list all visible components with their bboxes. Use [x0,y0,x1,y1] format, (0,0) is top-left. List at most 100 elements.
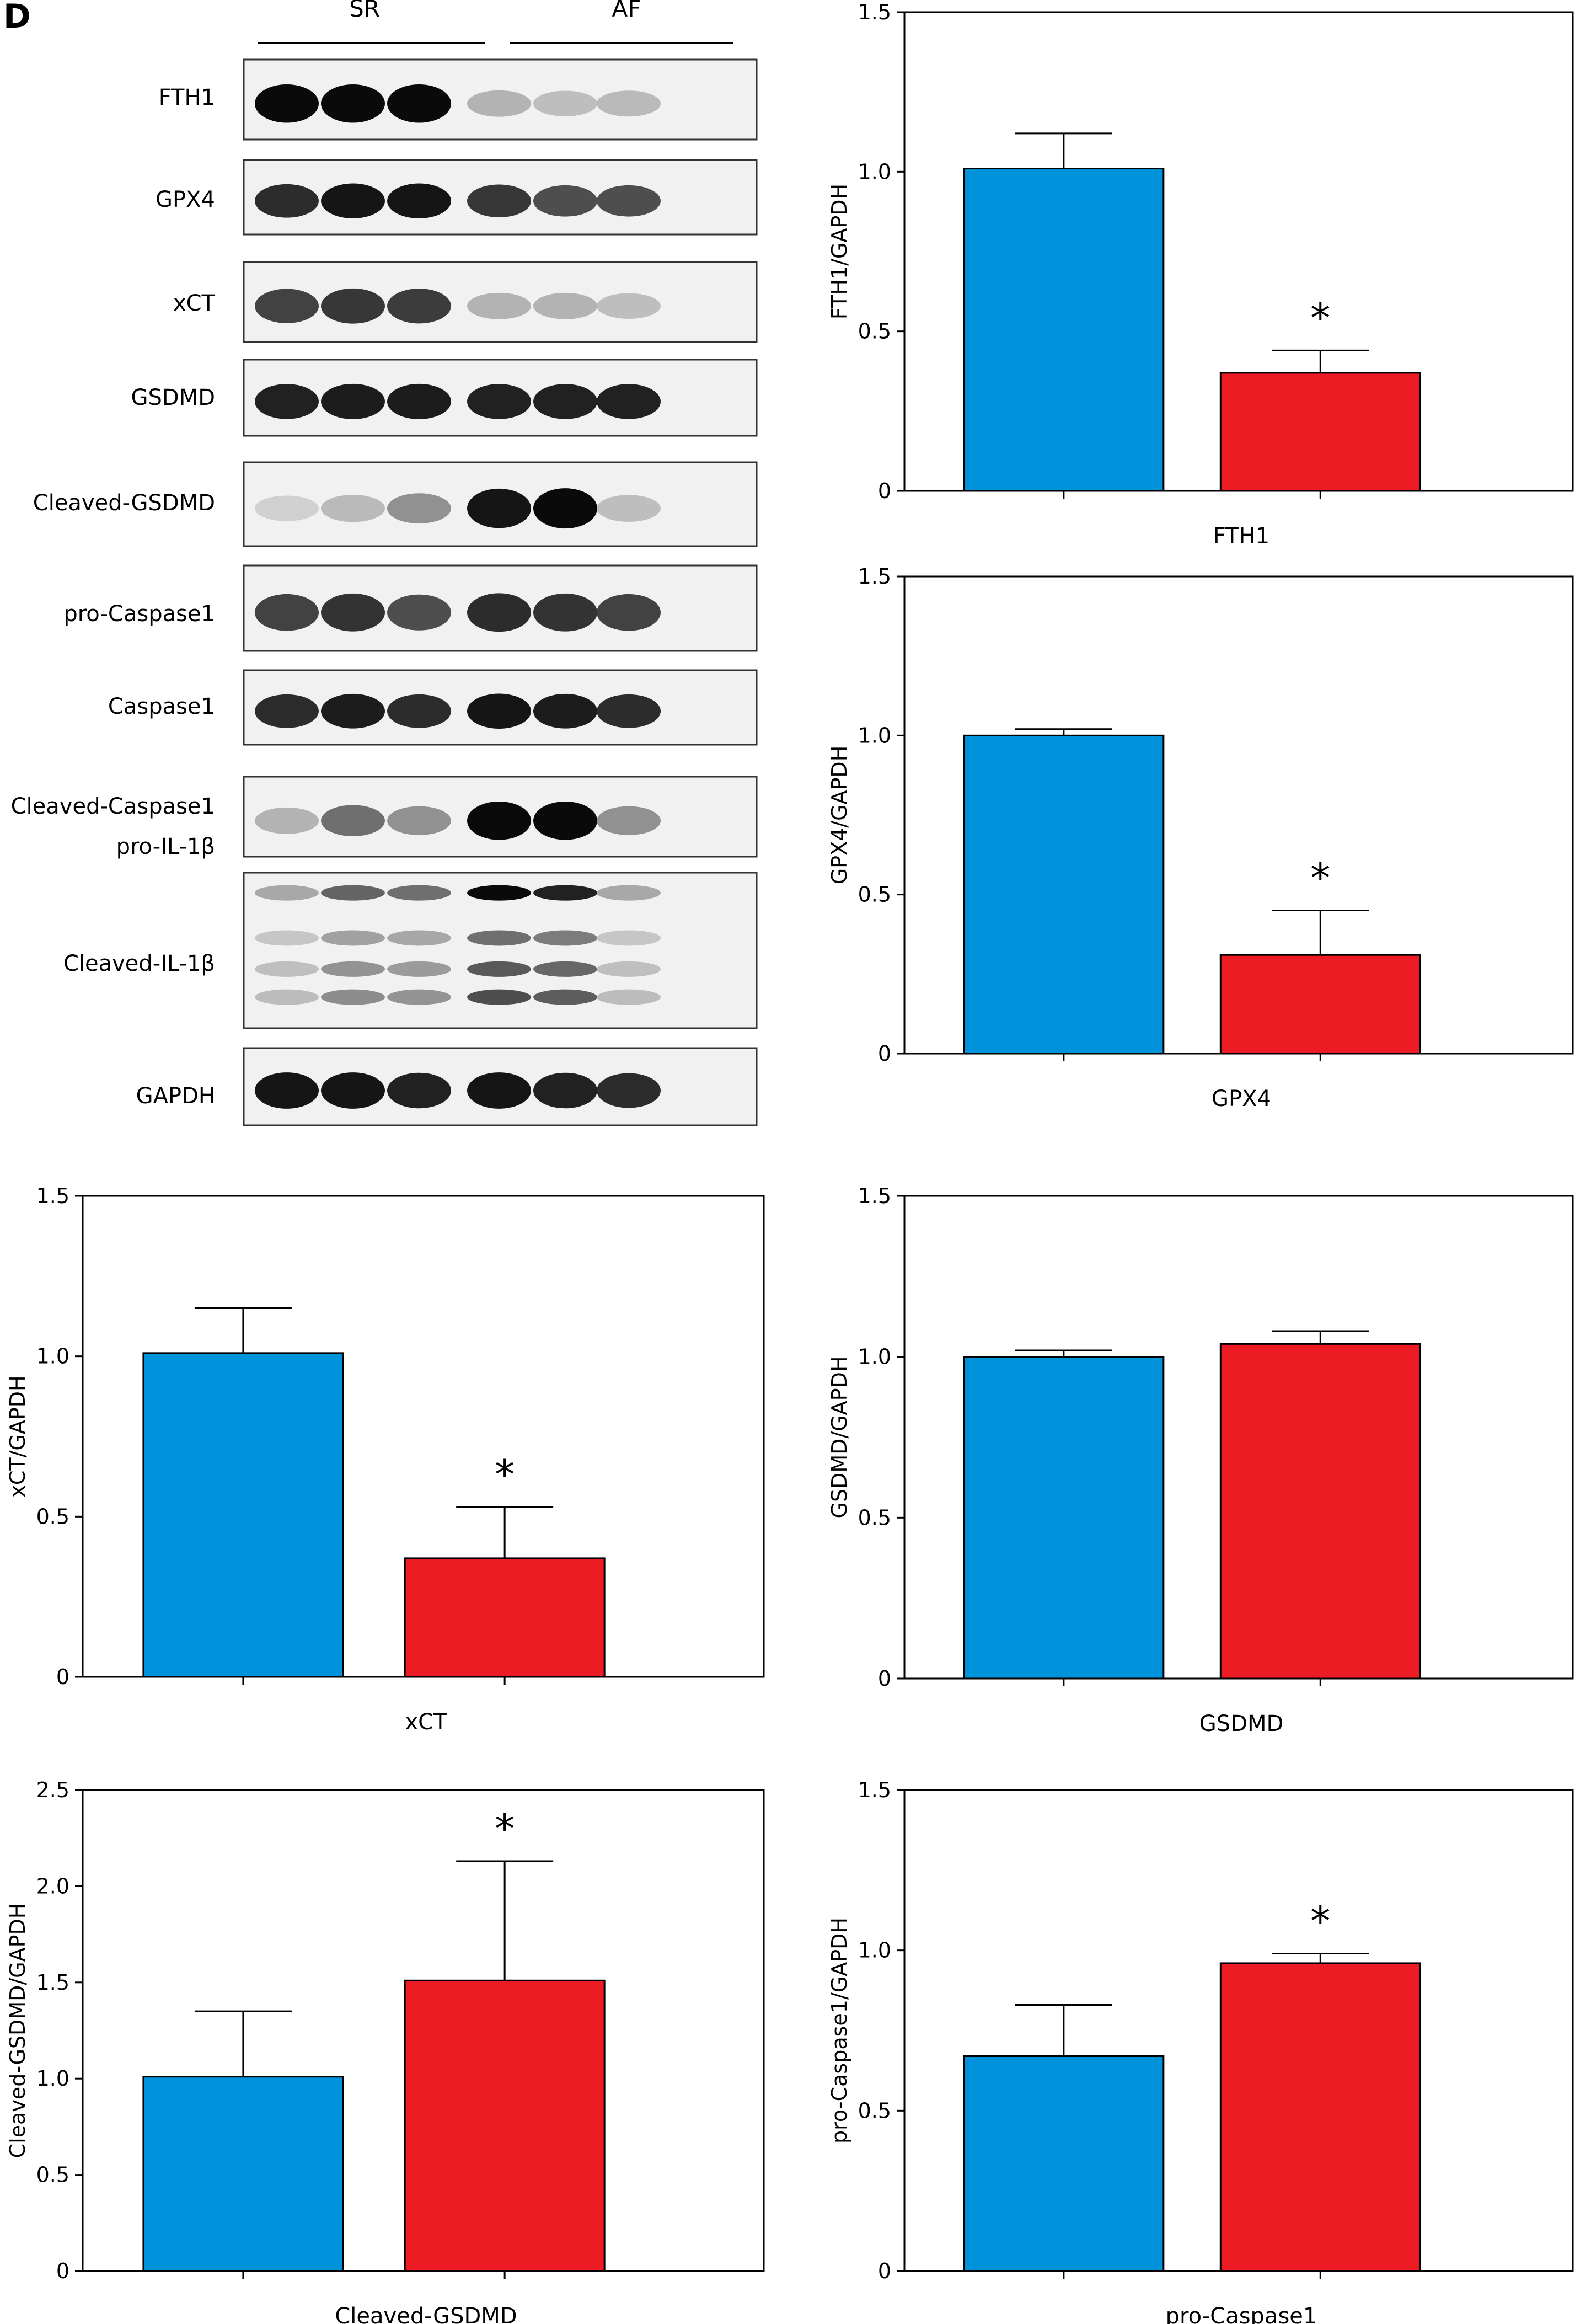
bar-sr [963,2055,1165,2272]
blot-band [597,694,661,728]
blot-band [255,184,319,218]
y-axis-label: Cleaved-GSDMD/GAPDH [6,1903,30,2159]
blot-band [321,183,385,218]
bar-af [404,1979,606,2272]
bar-af [1219,1343,1421,1680]
blot-band [597,930,661,946]
blot-band [321,961,385,977]
blot-band [387,183,451,218]
blot-band [467,961,531,977]
blot-band [255,885,319,901]
y-axis-label: FTH1/GAPDH [827,184,851,319]
blot-band [467,384,531,419]
y-tick-label: 1.0 [858,159,891,184]
blot-band [467,930,531,946]
bar-sr [963,168,1165,492]
y-tick-label: 1.5 [36,1184,69,1208]
blot-band [467,488,531,528]
blot-band [467,989,531,1005]
blot-strip [243,776,758,858]
blot-band [387,694,451,728]
y-tick-label: 0 [878,1041,891,1066]
blot-band [467,885,531,901]
blot-label-fth1: FTH1 [159,85,215,110]
blot-band [467,90,531,117]
blot-band [255,930,319,946]
y-tick-label: 1.0 [858,1938,891,1963]
y-tick-label: 0.5 [858,883,891,907]
y-tick-label: 1.0 [858,723,891,747]
y-axis-label: GSDMD/GAPDH [827,1356,851,1519]
blot-band [387,383,451,419]
blot-band [597,806,661,835]
blot-band [533,384,597,419]
blot-label-gsdmd: GSDMD [131,385,216,410]
y-tick-label: 1.5 [858,564,891,589]
blot-band [533,292,597,319]
blot-band [255,807,319,834]
blot-band [597,594,661,631]
y-tick-label: 1.5 [858,0,891,24]
blot-band [597,885,661,901]
blot-strip [243,872,758,1029]
blot-band [321,805,385,837]
bar-af [1219,1962,1421,2272]
blot-label-cleaved-caspase1: Cleaved-Caspase1 [11,794,215,819]
y-tick-label: 0.5 [858,319,891,344]
blot-label-cleaved-gsdmd: Cleaved-GSDMD [33,490,215,516]
bar-af [404,1557,606,1678]
blot-band [255,1072,319,1109]
blot-strip [243,359,758,437]
bar-sr [142,2076,344,2272]
blot-band [387,989,451,1005]
significance-star: * [1310,855,1330,901]
blot-band [321,693,385,729]
blot-band [467,1072,531,1109]
blot-label-gapdh: GAPDH [136,1083,215,1109]
panel-letter: D [3,0,31,36]
blot-band [387,289,451,324]
y-tick-label: 2.0 [36,1874,69,1898]
blot-band [255,694,319,728]
blot-band [597,185,661,217]
blot-band [321,593,385,632]
blot-band [533,961,597,977]
blot-strip [243,461,758,547]
bar-sr [963,1356,1165,1680]
x-axis-label: Cleaved-GSDMD [335,2304,517,2324]
blot-band [387,930,451,946]
y-axis-label: GPX4/GAPDH [827,746,851,885]
y-tick-label: 1.5 [36,1970,69,1995]
blot-band [533,1072,597,1109]
bar-chart-xct: 0 0.5 1.0 1.5 xCT/GAPDH xCT * [6,1184,765,1735]
x-axis-label: xCT [405,1709,447,1735]
blot-band [387,961,451,977]
blot-band [321,885,385,901]
blot-band [467,184,531,217]
x-axis-label: GSDMD [1199,1711,1284,1737]
significance-star: * [495,1451,515,1498]
blot-band [467,292,531,319]
blot-band [597,989,661,1005]
blot-band [321,989,385,1005]
blot-strip [243,564,758,652]
blot-band [387,885,451,901]
blot-strips [243,58,758,1126]
blot-label-caspase1: Caspase1 [108,694,215,719]
y-tick-label: 1.0 [36,1344,69,1369]
blot-band [533,930,597,946]
y-tick-label: 0.5 [36,2163,69,2187]
blot-band [321,930,385,946]
significance-star: * [495,1805,515,1852]
western-blot: SR AF FTH1 GPX4 xCT GSDMD Cleaved-GSDMD … [11,0,758,1126]
blot-band [467,593,531,632]
y-tick-label: 1.0 [858,1345,891,1369]
blot-strip [243,261,758,343]
blot-band [533,488,597,529]
blot-group-label-sr: SR [349,0,380,22]
blot-band [387,84,451,123]
blot-band [255,594,319,631]
blot-band [387,1072,451,1109]
blot-band [255,495,319,521]
